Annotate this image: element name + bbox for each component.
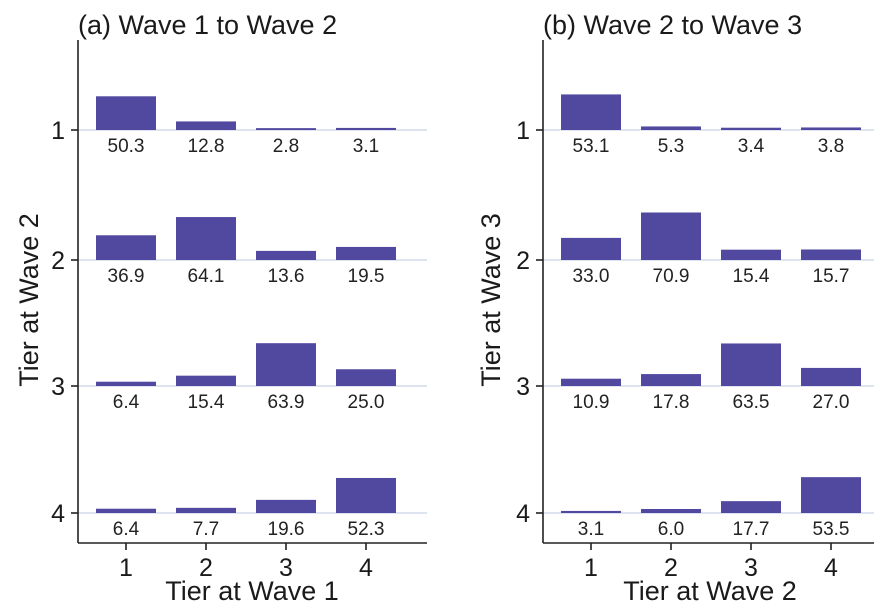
bar-value-label: 53.1 (573, 136, 610, 157)
bar (336, 127, 396, 130)
bar (96, 235, 156, 260)
bar-value-label: 6.4 (113, 519, 140, 540)
x-tick-label: 2 (199, 554, 213, 582)
bar-value-label: 7.7 (193, 519, 219, 540)
bar-value-label: 3.4 (738, 136, 765, 157)
x-tick-label: 1 (119, 554, 133, 582)
bar (176, 217, 236, 260)
bar (96, 96, 156, 130)
y-tick-label: 4 (516, 500, 530, 528)
bar (641, 126, 701, 130)
bar-value-label: 6.4 (113, 392, 140, 413)
bar-value-label: 19.5 (348, 266, 385, 287)
bar-value-label: 2.8 (273, 136, 299, 157)
bar-value-label: 13.6 (268, 266, 305, 287)
bar-value-label: 6.0 (658, 519, 684, 540)
bar-value-label: 52.3 (348, 519, 385, 540)
bar (256, 128, 316, 130)
bar (801, 367, 861, 386)
bar (336, 477, 396, 513)
bar (96, 508, 156, 513)
bar-value-label: 70.9 (653, 266, 690, 287)
bar (256, 250, 316, 260)
bar (256, 499, 316, 513)
bar (561, 94, 621, 130)
bar-value-label: 36.9 (108, 266, 145, 287)
bar-value-label: 17.8 (653, 392, 690, 413)
bar-value-label: 3.1 (578, 519, 604, 540)
x-axis-title: Tier at Wave 1 (165, 576, 339, 606)
bar (721, 249, 781, 260)
bar-value-label: 27.0 (813, 392, 850, 413)
y-axis-title: Tier at Wave 3 (476, 213, 506, 387)
x-tick-label: 1 (584, 554, 598, 582)
bar (176, 375, 236, 386)
bar-value-label: 63.5 (733, 392, 770, 413)
bar-value-label: 15.4 (188, 392, 225, 413)
y-tick-label: 1 (51, 117, 65, 145)
bar (801, 477, 861, 513)
y-tick-label: 3 (51, 373, 65, 401)
y-tick-label: 4 (51, 500, 65, 528)
x-tick-label: 4 (824, 554, 838, 582)
bar-value-label: 5.3 (658, 136, 684, 157)
bar (641, 374, 701, 386)
x-axis-title: Tier at Wave 2 (623, 576, 797, 606)
bar (256, 343, 316, 386)
bar-value-label: 17.7 (733, 519, 770, 540)
bar (176, 507, 236, 513)
y-axis-title: Tier at Wave 2 (14, 213, 44, 387)
bar (641, 508, 701, 513)
bar-value-label: 64.1 (188, 266, 225, 287)
y-tick-label: 2 (516, 247, 530, 275)
bar (336, 246, 396, 260)
bar-value-label: 50.3 (108, 136, 145, 157)
x-tick-label: 4 (359, 554, 373, 582)
bar (801, 127, 861, 130)
x-tick-label: 2 (664, 554, 678, 582)
bar-value-label: 15.4 (733, 266, 770, 287)
x-tick-label: 3 (279, 554, 293, 582)
bar (96, 381, 156, 386)
bar (561, 378, 621, 386)
y-tick-label: 2 (51, 247, 65, 275)
bar-value-label: 53.5 (813, 519, 850, 540)
bar-value-label: 63.9 (268, 392, 305, 413)
y-tick-label: 3 (516, 373, 530, 401)
bar-value-label: 19.6 (268, 519, 305, 540)
bar-value-label: 3.8 (818, 136, 844, 157)
bar (561, 237, 621, 260)
bar (641, 212, 701, 260)
panel-title: (b) Wave 2 to Wave 3 (543, 10, 802, 40)
x-tick-label: 3 (744, 554, 758, 582)
bar (176, 121, 236, 130)
bar (801, 249, 861, 260)
bar-value-label: 12.8 (188, 136, 225, 157)
bar-value-label: 10.9 (573, 392, 610, 413)
bar-value-label: 25.0 (348, 392, 385, 413)
bar (721, 501, 781, 513)
bar (336, 369, 396, 386)
bar (721, 127, 781, 130)
panel-title: (a) Wave 1 to Wave 2 (78, 10, 337, 40)
bar-value-label: 3.1 (353, 136, 379, 157)
bar-value-label: 15.7 (813, 266, 850, 287)
bar (721, 343, 781, 386)
y-tick-label: 1 (516, 117, 530, 145)
bar (561, 510, 621, 513)
bar-value-label: 33.0 (573, 266, 610, 287)
